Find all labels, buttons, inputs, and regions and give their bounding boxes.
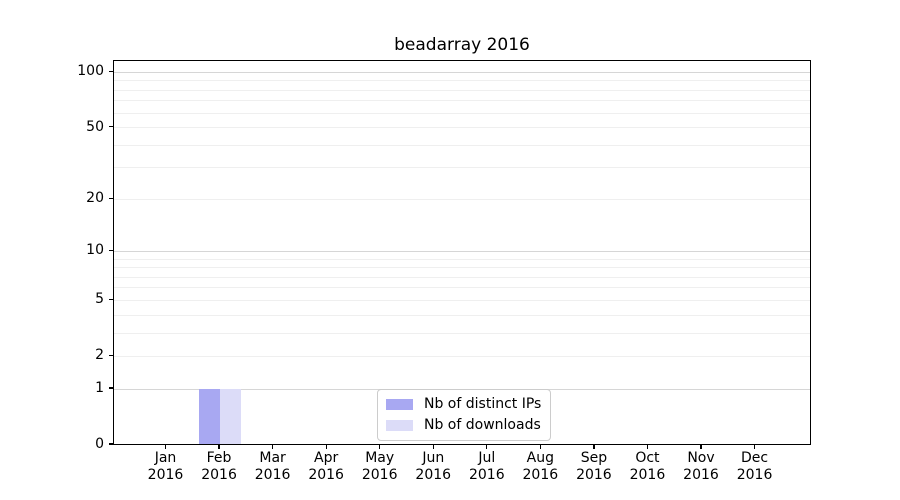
- y-tick-label-100: 100: [77, 63, 104, 80]
- x-tick-month: Jun: [422, 450, 445, 466]
- gridline-30: [114, 167, 810, 169]
- x-tick-year: 2016: [522, 467, 559, 483]
- x-tick-label-feb: Feb 2016: [187, 450, 251, 484]
- x-tick-month: Nov: [687, 450, 715, 466]
- gridline-7: [114, 276, 810, 278]
- x-tick-label-jul: Jul 2016: [455, 450, 519, 484]
- y-tick-0: [109, 443, 113, 445]
- x-tick-jan: [164, 445, 167, 449]
- x-tick-label-aug: Aug 2016: [508, 450, 572, 484]
- legend: Nb of distinct IPs Nb of downloads: [377, 389, 552, 441]
- x-tick-month: Apr: [314, 450, 339, 466]
- x-tick-month: Jul: [478, 450, 496, 466]
- y-tick-10: [109, 249, 113, 252]
- legend-item-distinct-ips: Nb of distinct IPs: [386, 395, 541, 413]
- y-tick-label-1: 1: [95, 380, 104, 397]
- x-tick-year: 2016: [576, 467, 612, 483]
- y-tick-label-2: 2: [95, 347, 104, 364]
- x-tick-month: Sep: [580, 450, 608, 466]
- x-tick-month: May: [365, 450, 395, 466]
- gridline-2: [114, 355, 810, 357]
- x-tick-month: Oct: [635, 450, 660, 466]
- legend-label-downloads: Nb of downloads: [424, 417, 541, 433]
- x-tick-oct: [646, 445, 649, 449]
- legend-item-downloads: Nb of downloads: [386, 416, 541, 434]
- x-tick-mar: [272, 445, 274, 449]
- x-tick-label-mar: Mar 2016: [241, 450, 305, 484]
- gridline-10: [114, 250, 810, 252]
- y-tick-5: [109, 298, 113, 301]
- gridline-6: [114, 287, 810, 289]
- x-tick-month: Aug: [526, 450, 555, 466]
- x-tick-label-sep: Sep 2016: [562, 450, 626, 484]
- x-tick-sep: [593, 445, 595, 449]
- gridline-3: [114, 332, 810, 334]
- x-tick-year: 2016: [736, 467, 773, 483]
- x-tick-feb: [218, 445, 220, 449]
- x-tick-jul: [486, 445, 488, 449]
- x-tick-month: Mar: [259, 450, 286, 466]
- x-tick-label-apr: Apr 2016: [294, 450, 358, 484]
- x-tick-year: 2016: [308, 467, 344, 483]
- x-tick-year: 2016: [147, 467, 184, 483]
- bar-nb-of-distinct-ips-feb: [199, 389, 221, 444]
- x-tick-apr: [325, 445, 327, 449]
- y-tick-1: [109, 387, 113, 389]
- x-tick-year: 2016: [629, 467, 666, 483]
- y-tick-20: [109, 197, 113, 199]
- x-tick-month: Dec: [741, 450, 769, 466]
- x-tick-may: [379, 445, 381, 449]
- gridline-60: [114, 112, 810, 114]
- x-tick-month: Jan: [154, 450, 177, 466]
- x-tick-jun: [432, 445, 434, 449]
- chart-title: beadarray 2016: [394, 35, 530, 55]
- x-tick-label-jan: Jan 2016: [134, 450, 198, 484]
- x-tick-label-jun: Jun 2016: [401, 450, 465, 484]
- x-tick-year: 2016: [468, 467, 505, 483]
- gridline-50: [114, 127, 810, 129]
- gridline-80: [114, 89, 810, 91]
- x-tick-dec: [753, 445, 756, 449]
- x-tick-label-oct: Oct 2016: [615, 450, 679, 484]
- x-tick-label-dec: Dec 2016: [723, 450, 787, 484]
- gridline-20: [114, 198, 810, 200]
- gridline-90: [114, 80, 810, 82]
- legend-swatch-distinct-ips: [386, 398, 413, 410]
- x-tick-year: 2016: [361, 467, 398, 483]
- y-tick-100: [109, 70, 113, 73]
- x-tick-aug: [539, 445, 542, 449]
- gridline-8: [114, 267, 810, 269]
- x-tick-label-may: May 2016: [348, 450, 412, 484]
- plot-area: [113, 60, 811, 445]
- y-tick-label-5: 5: [95, 291, 104, 308]
- x-tick-month: Feb: [206, 450, 232, 466]
- x-tick-label-nov: Nov 2016: [669, 450, 733, 484]
- x-tick-year: 2016: [683, 467, 719, 483]
- x-tick-year: 2016: [201, 467, 237, 483]
- gridline-70: [114, 100, 810, 102]
- bar-nb-of-downloads-feb: [220, 389, 242, 444]
- y-tick-label-10: 10: [86, 242, 104, 259]
- y-tick-50: [109, 125, 113, 128]
- y-tick-label-50: 50: [86, 118, 104, 135]
- x-tick-nov: [700, 445, 702, 449]
- gridline-40: [114, 144, 810, 146]
- legend-label-distinct-ips: Nb of distinct IPs: [424, 396, 542, 412]
- x-tick-year: 2016: [254, 467, 291, 483]
- y-tick-label-0: 0: [95, 436, 104, 452]
- gridline-100: [114, 71, 810, 73]
- y-tick-2: [109, 354, 113, 356]
- gridline-9: [114, 258, 810, 260]
- gridline-4: [114, 314, 810, 316]
- legend-swatch-downloads: [386, 419, 413, 431]
- y-tick-label-20: 20: [86, 190, 104, 207]
- x-tick-year: 2016: [415, 467, 452, 483]
- gridline-5: [114, 299, 810, 301]
